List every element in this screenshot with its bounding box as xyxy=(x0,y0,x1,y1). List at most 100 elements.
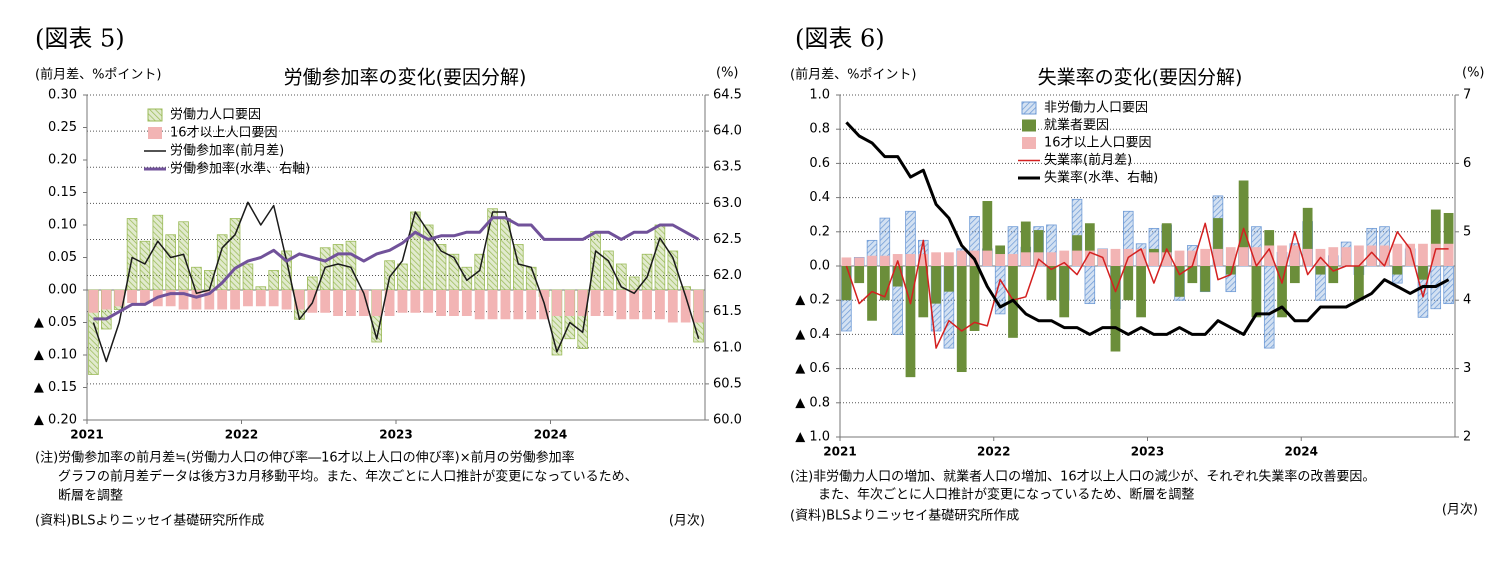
bar xyxy=(1084,223,1095,266)
bar xyxy=(1430,209,1441,266)
y-tick-label: 0.6 xyxy=(809,156,830,171)
bar xyxy=(140,290,150,303)
bar xyxy=(879,266,890,301)
bar xyxy=(1289,266,1300,284)
chart-title: 労働参加率の変化(要因分解) xyxy=(284,67,527,89)
bar xyxy=(944,266,954,292)
bar xyxy=(436,290,446,316)
note: 断層を調整 xyxy=(58,489,123,504)
bar xyxy=(918,266,929,318)
y2-tick-label: 60.0 xyxy=(713,413,742,428)
bar xyxy=(1443,212,1454,266)
y2-tick-label: 5 xyxy=(1463,224,1471,239)
bar xyxy=(449,290,459,316)
bar xyxy=(1213,218,1223,266)
bar xyxy=(255,290,266,307)
bar xyxy=(1302,248,1313,266)
bar xyxy=(956,266,967,373)
y2-tick-label: 64.5 xyxy=(713,88,742,103)
y2-tick-label: 4 xyxy=(1463,293,1471,308)
bar xyxy=(590,231,601,291)
bar xyxy=(1302,207,1313,266)
note: グラフの前月差データは後方3カ月移動平均。また、年次ごとに人口推計が変更になって… xyxy=(58,469,638,485)
bar xyxy=(500,218,511,291)
y2-tick-label: 2 xyxy=(1463,430,1471,445)
bar xyxy=(944,252,954,266)
bar xyxy=(667,290,678,323)
bar xyxy=(397,263,408,291)
bar xyxy=(101,290,112,310)
y2-tick-label: 7 xyxy=(1463,88,1471,103)
bar xyxy=(655,290,665,320)
bar xyxy=(217,290,228,310)
bar xyxy=(1046,266,1057,301)
bar xyxy=(931,252,941,266)
bar xyxy=(552,290,562,316)
y-tick-label: 0.00 xyxy=(48,283,77,298)
bar xyxy=(1046,252,1057,266)
bar xyxy=(590,290,601,316)
y2-tick-label: 6 xyxy=(1463,156,1471,171)
bar xyxy=(397,290,408,313)
y-tick-label: 0.8 xyxy=(809,122,830,137)
x-tick-label: 2024 xyxy=(534,428,567,442)
y-tick-label: 0.30 xyxy=(48,88,77,103)
bar xyxy=(1059,266,1070,318)
y-axis-label: (前月差、%ポイント) xyxy=(35,67,162,83)
bar xyxy=(230,290,240,310)
bar xyxy=(905,254,916,266)
y2-tick-label: 63.5 xyxy=(713,160,742,175)
y-tick-label: ▲ 1.0 xyxy=(795,430,830,445)
bar xyxy=(332,244,344,291)
bar xyxy=(1238,180,1249,266)
bar xyxy=(1354,266,1364,301)
bar xyxy=(255,286,267,291)
bar xyxy=(854,257,865,266)
bar xyxy=(139,240,151,291)
bar xyxy=(294,290,305,310)
x-tick-label: 2023 xyxy=(379,428,412,442)
legend-label: 失業率(前月差) xyxy=(1044,152,1132,168)
y-tick-label: 0.25 xyxy=(48,120,77,135)
legend-label: 労働参加率(前月差) xyxy=(170,143,284,159)
bar xyxy=(969,266,980,331)
y2-tick-label: 62.5 xyxy=(713,232,742,247)
x-tick-label: 2022 xyxy=(977,445,1010,459)
y2-tick-label: 61.0 xyxy=(713,340,742,355)
bar xyxy=(1213,248,1223,266)
y2-tick-label: 63.0 xyxy=(713,196,742,211)
bar xyxy=(410,290,421,313)
bar xyxy=(1110,248,1121,266)
bar xyxy=(1187,250,1198,266)
bar xyxy=(1443,265,1454,305)
y-tick-label: ▲ 0.8 xyxy=(795,395,830,410)
bar xyxy=(931,266,941,304)
bar xyxy=(229,218,241,291)
bar xyxy=(867,266,877,321)
bar xyxy=(461,290,472,316)
y2-axis-label: (%) xyxy=(716,66,739,81)
bar xyxy=(1174,250,1185,266)
legend-swatch xyxy=(148,127,162,139)
y-tick-label: ▲ 0.20 xyxy=(34,413,77,428)
bar xyxy=(268,290,279,307)
y-tick-label: 0.2 xyxy=(809,224,830,239)
bar xyxy=(127,290,137,303)
bar xyxy=(1277,245,1287,266)
bar xyxy=(165,234,176,291)
bar xyxy=(281,290,292,310)
y-tick-label: ▲ 0.2 xyxy=(795,293,830,308)
bar xyxy=(982,201,993,266)
source: (資料)BLSよりニッセイ基礎研究所作成 xyxy=(790,509,1019,524)
bar xyxy=(879,255,890,266)
note: (注)非労働力人口の増加、就業者人口の増加、16才以上人口の減少が、それぞれ失業… xyxy=(790,469,1375,485)
bar xyxy=(918,254,929,266)
y2-axis-label: (%) xyxy=(1462,66,1485,81)
bar xyxy=(1187,266,1198,284)
y-tick-label: ▲ 0.05 xyxy=(34,315,77,330)
bar xyxy=(268,270,279,291)
line-series xyxy=(845,121,1450,336)
bar xyxy=(1341,247,1351,266)
bar xyxy=(892,254,903,266)
bar xyxy=(1430,243,1441,266)
